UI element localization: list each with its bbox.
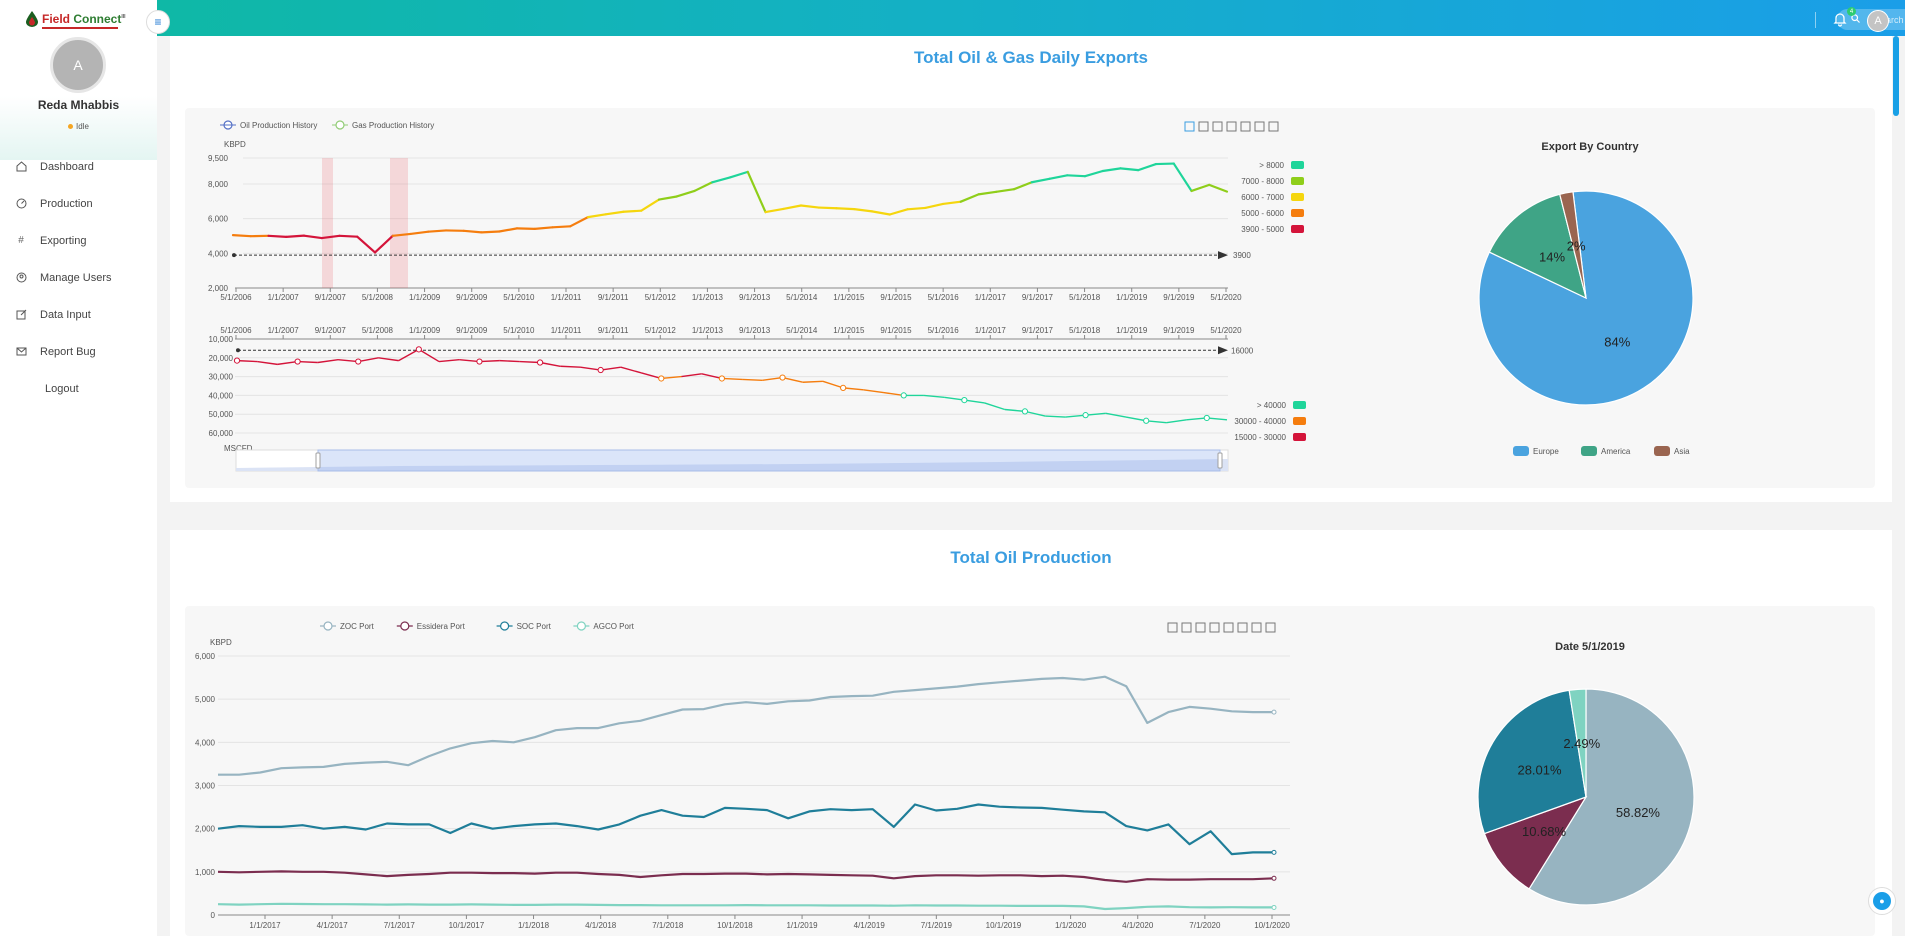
production-card: Total Oil Production bbox=[170, 530, 1892, 936]
palette-icon: ● bbox=[1873, 892, 1891, 910]
header-avatar[interactable]: A bbox=[1867, 10, 1889, 32]
sidebar-nav: Dashboard Production # Exporting Manage … bbox=[0, 148, 157, 407]
nav-label: Report Bug bbox=[40, 345, 96, 358]
home-icon bbox=[15, 161, 27, 173]
nav-item-manage-users[interactable]: Manage Users bbox=[0, 259, 157, 296]
mail-icon bbox=[15, 346, 27, 358]
production-pie-title: Date 5/1/2019 bbox=[1555, 641, 1625, 653]
status-dot bbox=[68, 124, 74, 130]
nav-label: Production bbox=[40, 197, 93, 210]
search-input[interactable]: Search UI bbox=[1875, 14, 1905, 25]
menu-toggle-button[interactable]: ≡ bbox=[146, 10, 170, 34]
export-by-country-title: Export By Country bbox=[1541, 141, 1639, 153]
exports-card-title: Total Oil & Gas Daily Exports bbox=[914, 48, 1148, 67]
user-name: Reda Mhabbis bbox=[37, 98, 120, 112]
top-header: Search UI bbox=[157, 0, 1905, 36]
hamburger-icon: ≡ bbox=[154, 15, 162, 29]
nav-label: Data Input bbox=[40, 308, 91, 321]
exports-card: Total Oil & Gas Daily Exports bbox=[170, 36, 1892, 502]
theme-settings-button[interactable]: ● bbox=[1868, 887, 1896, 915]
edit-icon bbox=[15, 309, 27, 321]
nav-item-exporting[interactable]: # Exporting bbox=[0, 222, 157, 259]
nav-label: Logout bbox=[45, 382, 79, 395]
production-card-title: Total Oil Production bbox=[950, 548, 1112, 567]
user-avatar[interactable]: A bbox=[50, 37, 106, 93]
nav-item-production[interactable]: Production bbox=[0, 185, 157, 222]
gauge-icon bbox=[15, 198, 27, 210]
app-logo[interactable]: Field ConnectIII bbox=[26, 8, 126, 30]
notification-count-badge: 4 bbox=[1847, 7, 1856, 16]
nav-label: Manage Users bbox=[40, 271, 112, 284]
header-separator bbox=[1815, 12, 1816, 28]
nav-item-data-input[interactable]: Data Input bbox=[0, 296, 157, 333]
logo-underline bbox=[42, 27, 118, 29]
notification-bell-icon[interactable] bbox=[1832, 11, 1848, 27]
sidebar: Field ConnectIII A Reda Mhabbis Idle Das… bbox=[0, 0, 157, 936]
search-icon bbox=[1851, 14, 1861, 25]
users-icon bbox=[15, 272, 27, 284]
page-scrollbar-thumb[interactable] bbox=[1893, 36, 1899, 116]
nav-label: Dashboard bbox=[40, 160, 94, 173]
oil-drop-icon bbox=[26, 11, 38, 27]
production-panel bbox=[185, 606, 1875, 936]
brand-name: Field ConnectIII bbox=[42, 12, 126, 26]
exports-panel bbox=[185, 108, 1875, 488]
user-status: Idle bbox=[0, 122, 157, 131]
nav-item-logout[interactable]: Logout bbox=[0, 370, 157, 407]
hash-icon: # bbox=[18, 235, 24, 246]
nav-item-dashboard[interactable]: Dashboard bbox=[0, 148, 157, 185]
nav-label: Exporting bbox=[40, 234, 87, 247]
nav-item-report-bug[interactable]: Report Bug bbox=[0, 333, 157, 370]
